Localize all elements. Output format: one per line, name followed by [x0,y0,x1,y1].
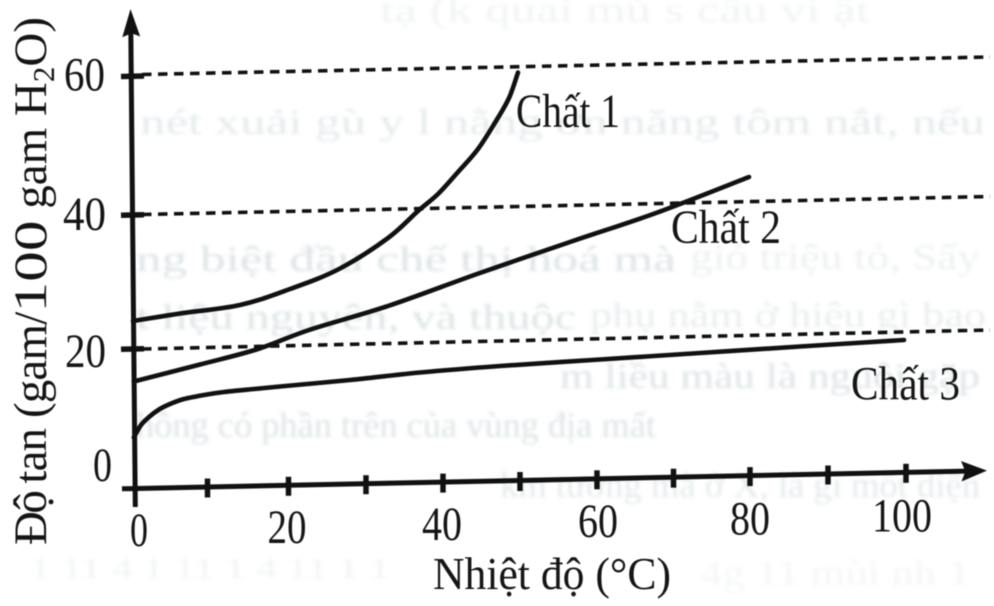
svg-text:hông có phần trên của vùng địa: hông có phần trên của vùng địa mất [136,405,656,445]
svg-text:100: 100 [872,490,932,543]
svg-text:1 11 4 1 11 1 4 11 1 1: 1 11 4 1 11 1 4 11 1 1 [30,554,390,585]
svg-text:20: 20 [65,325,106,378]
svg-text:0: 0 [130,504,148,557]
svg-text:m liều màu là nguội gặp: m liều màu là nguội gặp [560,356,980,396]
svg-text:gió triệu tỏ, Sấy: gió triệu tỏ, Sấy [690,237,980,277]
svg-text:Độ tan (gam/100 gam H2O): Độ tan (gam/100 gam H2O) [5,17,61,545]
svg-text:Chất 3: Chất 3 [851,358,960,411]
svg-text:Chất 1: Chất 1 [516,85,620,138]
svg-text:tạ (k quai mù s cầu vi ật: tạ (k quai mù s cầu vi ật [380,0,870,30]
svg-text:80: 80 [730,493,770,546]
svg-text:60: 60 [64,49,105,102]
svg-text:nét xuải gù y l nằng ơn năng t: nét xuải gù y l nằng ơn năng tôm nắt, nế… [140,102,985,142]
svg-text:Chất 2: Chất 2 [671,201,781,254]
svg-text:Nhiệt độ (°C): Nhiệt độ (°C) [433,548,671,599]
svg-text:phụ nằm ở hiệu gì bao: phụ nằm ở hiệu gì bao [590,295,986,335]
svg-text:40: 40 [63,188,106,241]
svg-text:ng biệt đầu chế thị hoá mà: ng biệt đầu chế thị hoá mà [136,239,676,279]
svg-text:20: 20 [268,501,307,554]
svg-text:60: 60 [578,495,618,548]
svg-text:4g 11 mùi nh 1: 4g 11 mùi nh 1 [700,553,970,593]
svg-text:40: 40 [422,498,462,551]
svg-text:0: 0 [93,439,112,492]
